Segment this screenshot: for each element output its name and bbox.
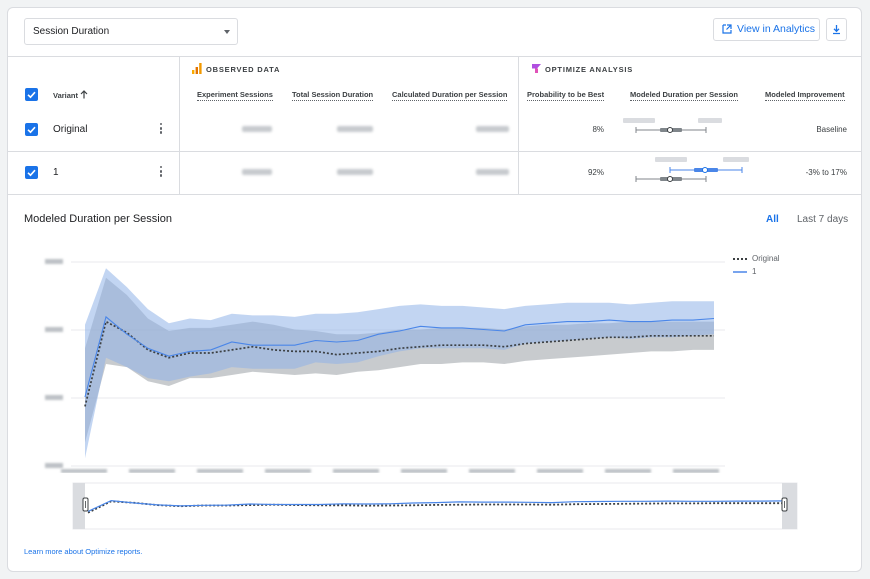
x-tick-redacted xyxy=(401,469,447,473)
modeled-duration-header[interactable]: Modeled Duration per Session xyxy=(630,90,738,101)
x-tick-redacted xyxy=(673,469,719,473)
experiment-report-card: Session Duration View in Analytics OBSER… xyxy=(7,7,862,572)
confidence-band-variant xyxy=(85,268,714,459)
divider xyxy=(518,56,519,194)
variant-header-label: Variant xyxy=(53,91,79,100)
legend-label-variant: 1 xyxy=(752,267,757,276)
navigator-mask-right xyxy=(782,483,797,529)
legend-label-original: Original xyxy=(752,254,780,263)
view-in-analytics-button[interactable]: View in Analytics xyxy=(713,18,820,41)
confidence-band-original xyxy=(85,277,714,443)
x-tick-redacted xyxy=(333,469,379,473)
range-all-tab[interactable]: All xyxy=(766,214,779,225)
divider xyxy=(8,56,861,57)
learn-more-link[interactable]: Learn more about Optimize reports. xyxy=(24,547,143,556)
x-tick-redacted xyxy=(265,469,311,473)
redacted-value xyxy=(242,126,272,132)
select-all-checkbox[interactable] xyxy=(25,88,38,101)
optimize-analysis-label: OPTIMIZE ANALYSIS xyxy=(545,65,634,74)
bar-chart-icon xyxy=(192,63,202,74)
improvement-value: Baseline xyxy=(816,125,847,134)
x-tick-redacted xyxy=(605,469,651,473)
check-icon xyxy=(27,126,36,134)
modeled-duration-chart xyxy=(45,258,747,473)
distribution-plot xyxy=(635,157,749,182)
calculated-duration-header[interactable]: Calculated Duration per Session xyxy=(392,90,508,101)
variant-name: 1 xyxy=(53,167,59,178)
series-line-variant xyxy=(87,499,785,512)
metric-select-value: Session Duration xyxy=(33,26,110,37)
redacted-value xyxy=(337,126,373,132)
series-line-original xyxy=(84,320,714,407)
redacted-value xyxy=(242,169,272,175)
metric-select[interactable]: Session Duration xyxy=(24,18,238,45)
probability-value: 92% xyxy=(587,168,604,177)
download-icon xyxy=(833,25,840,35)
redacted-value xyxy=(476,169,509,175)
row-checkbox-original[interactable] xyxy=(25,123,38,136)
x-axis-ticks xyxy=(61,469,719,473)
experiment-sessions-header[interactable]: Experiment Sessions xyxy=(197,90,273,101)
variant-name: Original xyxy=(53,124,88,135)
row-checkbox-variant-1[interactable] xyxy=(25,166,38,179)
divider xyxy=(179,56,180,194)
series-layer xyxy=(84,268,715,459)
open-in-new-icon xyxy=(722,24,732,34)
divider xyxy=(8,151,861,152)
modeled-improvement-header[interactable]: Modeled Improvement xyxy=(765,90,845,101)
x-tick-redacted xyxy=(129,469,175,473)
navigator-handle-left[interactable] xyxy=(82,497,89,512)
more-vert-icon[interactable] xyxy=(158,166,164,180)
observed-data-label: OBSERVED DATA xyxy=(206,65,281,74)
probability-value: 8% xyxy=(592,125,604,134)
variant-column-header[interactable]: Variant xyxy=(53,90,88,101)
navigator-mask-left xyxy=(73,483,85,529)
chart-title: Modeled Duration per Session xyxy=(24,213,172,225)
optimize-icon xyxy=(532,64,541,73)
observed-data-header: OBSERVED DATA xyxy=(192,63,281,74)
divider xyxy=(8,194,861,195)
y-axis-ticks xyxy=(45,259,63,468)
download-button[interactable] xyxy=(826,18,847,41)
dropdown-caret-icon xyxy=(224,30,230,34)
navigator-series xyxy=(87,499,785,514)
redacted-value xyxy=(337,169,373,175)
y-tick-redacted xyxy=(45,395,63,400)
check-icon xyxy=(27,169,36,177)
optimize-analysis-header: OPTIMIZE ANALYSIS xyxy=(532,64,634,74)
redacted-value xyxy=(476,126,509,132)
series-line-variant xyxy=(84,315,715,398)
range-last-7-days-tab[interactable]: Last 7 days xyxy=(797,214,849,225)
chart-legend xyxy=(733,258,747,273)
total-session-duration-header[interactable]: Total Session Duration xyxy=(292,90,374,101)
improvement-value: -3% to 17% xyxy=(805,168,847,177)
y-tick-redacted xyxy=(45,259,63,264)
y-tick-redacted xyxy=(45,463,63,468)
probability-best-header[interactable]: Probability to be Best xyxy=(527,90,605,101)
arrow-upward-icon xyxy=(80,90,88,99)
y-tick-redacted xyxy=(45,327,63,332)
x-tick-redacted xyxy=(61,469,107,473)
distribution-plot xyxy=(623,118,722,133)
x-tick-redacted xyxy=(537,469,583,473)
more-vert-icon[interactable] xyxy=(158,123,164,137)
x-tick-redacted xyxy=(197,469,243,473)
view-in-analytics-label: View in Analytics xyxy=(737,23,816,35)
range-navigator[interactable] xyxy=(8,480,862,532)
x-tick-redacted xyxy=(469,469,515,473)
navigator-handle-right[interactable] xyxy=(781,497,788,512)
check-icon xyxy=(27,91,36,99)
